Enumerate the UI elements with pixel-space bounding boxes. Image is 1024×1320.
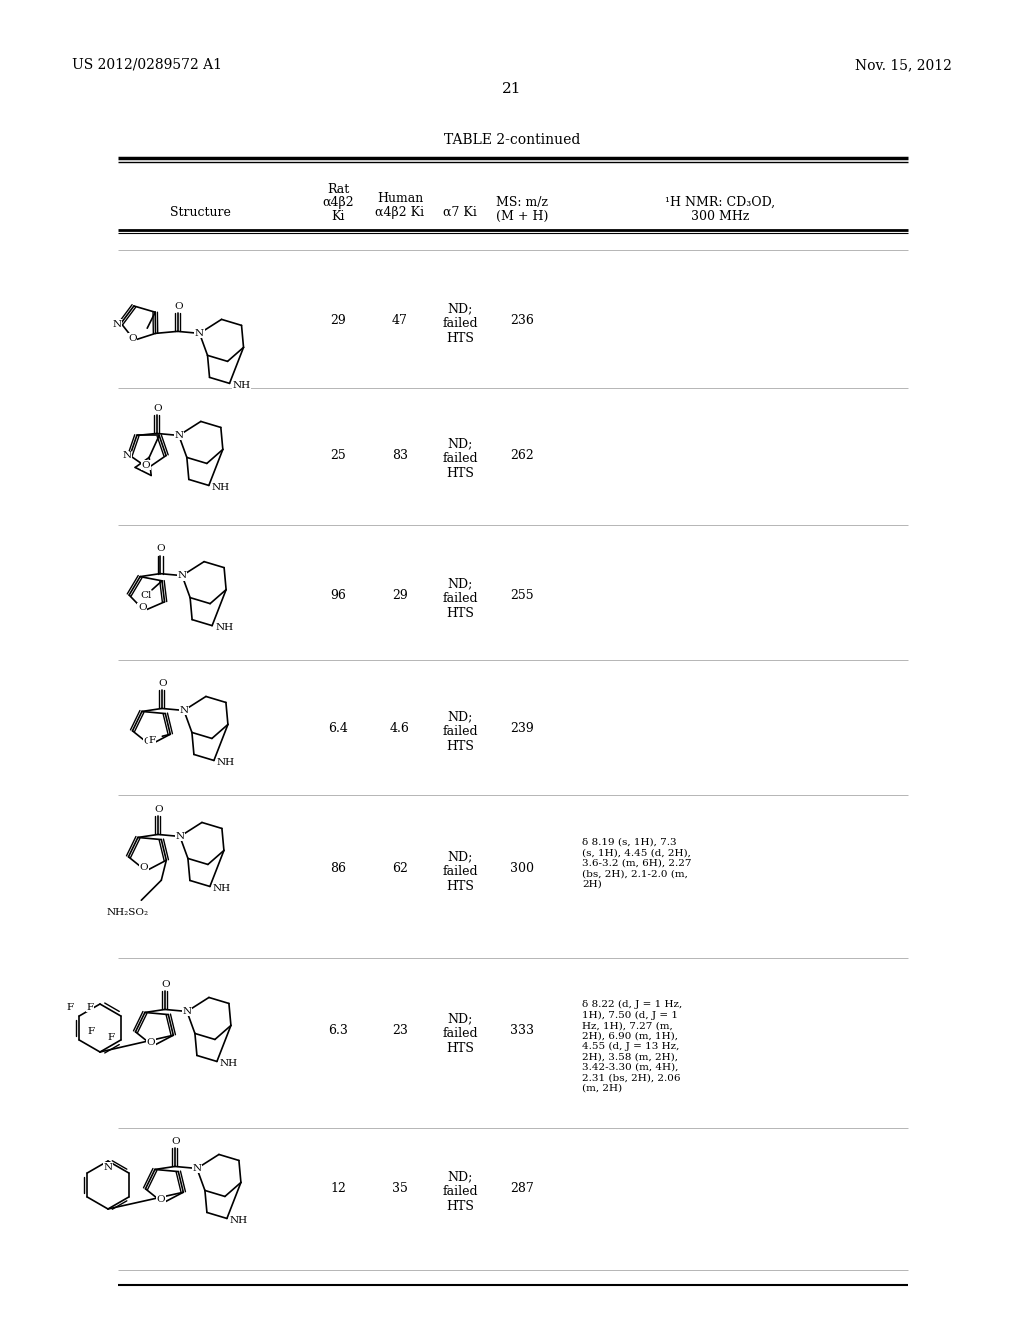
Text: 4.6: 4.6 <box>390 722 410 735</box>
Text: Cl: Cl <box>140 591 152 601</box>
Text: N: N <box>122 451 131 461</box>
Text: α7 Ki: α7 Ki <box>443 206 477 219</box>
Text: NH: NH <box>229 1216 248 1225</box>
Text: F: F <box>67 1003 74 1012</box>
Text: N: N <box>179 706 188 715</box>
Text: 300: 300 <box>510 862 534 875</box>
Text: 255: 255 <box>510 589 534 602</box>
Text: O: O <box>162 979 170 989</box>
Text: NH: NH <box>217 758 234 767</box>
Text: 12: 12 <box>330 1181 346 1195</box>
Text: 83: 83 <box>392 449 408 462</box>
Text: Human: Human <box>377 191 423 205</box>
Text: 6.4: 6.4 <box>328 722 348 735</box>
Text: MS: m/z: MS: m/z <box>496 195 548 209</box>
Text: ND;
failed
HTS: ND; failed HTS <box>442 437 478 480</box>
Text: 239: 239 <box>510 722 534 735</box>
Text: α4β2 Ki: α4β2 Ki <box>376 206 425 219</box>
Text: O: O <box>128 334 136 343</box>
Text: N: N <box>103 1163 113 1172</box>
Text: δ 8.22 (d, J = 1 Hz,
1H), 7.50 (d, J = 1
Hz, 1H), 7.27 (m,
2H), 6.90 (m, 1H),
4.: δ 8.22 (d, J = 1 Hz, 1H), 7.50 (d, J = 1… <box>582 1001 682 1093</box>
Text: 300 MHz: 300 MHz <box>691 210 750 223</box>
Text: ND;
failed
HTS: ND; failed HTS <box>442 710 478 752</box>
Text: Nov. 15, 2012: Nov. 15, 2012 <box>855 58 952 73</box>
Text: O: O <box>143 738 153 746</box>
Text: ND;
failed
HTS: ND; failed HTS <box>442 302 478 345</box>
Text: 25: 25 <box>330 449 346 462</box>
Text: 47: 47 <box>392 314 408 327</box>
Text: ¹H NMR: CD₃OD,: ¹H NMR: CD₃OD, <box>665 195 775 209</box>
Text: O: O <box>154 404 162 413</box>
Text: F: F <box>148 735 156 744</box>
Text: NH: NH <box>232 381 251 389</box>
Text: O: O <box>141 461 151 470</box>
Text: O: O <box>138 603 146 612</box>
Text: δ 8.19 (s, 1H), 7.3
(s, 1H), 4.45 (d, 2H),
3.6-3.2 (m, 6H), 2.27
(bs, 2H), 2.1-2: δ 8.19 (s, 1H), 7.3 (s, 1H), 4.45 (d, 2H… <box>582 838 691 888</box>
Text: F: F <box>86 1002 93 1011</box>
Text: N: N <box>175 832 184 841</box>
Text: 236: 236 <box>510 314 534 327</box>
Text: NH₂SO₂: NH₂SO₂ <box>106 908 148 917</box>
Text: O: O <box>172 1137 180 1146</box>
Text: NH: NH <box>213 884 231 892</box>
Text: (M + H): (M + H) <box>496 210 548 223</box>
Text: ND;
failed
HTS: ND; failed HTS <box>442 850 478 894</box>
Text: O: O <box>174 302 183 312</box>
Text: 29: 29 <box>392 589 408 602</box>
Text: N: N <box>177 572 186 579</box>
Text: ND;
failed
HTS: ND; failed HTS <box>442 1012 478 1055</box>
Text: O: O <box>159 678 167 688</box>
Text: Rat: Rat <box>327 183 349 195</box>
Text: F: F <box>88 1027 95 1036</box>
Text: ND;
failed
HTS: ND; failed HTS <box>442 577 478 620</box>
Text: O: O <box>139 863 148 873</box>
Text: N: N <box>182 1007 191 1016</box>
Text: O: O <box>157 544 166 553</box>
Text: 262: 262 <box>510 449 534 462</box>
Text: US 2012/0289572 A1: US 2012/0289572 A1 <box>72 58 222 73</box>
Text: N: N <box>193 1164 202 1173</box>
Text: Ki: Ki <box>331 210 345 223</box>
Text: 86: 86 <box>330 862 346 875</box>
Text: ND;
failed
HTS: ND; failed HTS <box>442 1170 478 1213</box>
Text: F: F <box>108 1032 115 1041</box>
Text: 62: 62 <box>392 862 408 875</box>
Text: O: O <box>155 805 163 814</box>
Text: Structure: Structure <box>170 206 230 219</box>
Text: TABLE 2-continued: TABLE 2-continued <box>443 133 581 147</box>
Text: 21: 21 <box>502 82 522 96</box>
Text: 96: 96 <box>330 589 346 602</box>
Text: 333: 333 <box>510 1024 534 1038</box>
Text: 23: 23 <box>392 1024 408 1038</box>
Text: N: N <box>113 319 122 329</box>
Text: N: N <box>174 430 183 440</box>
Text: O: O <box>157 1196 165 1204</box>
Text: O: O <box>146 1039 156 1047</box>
Text: NH: NH <box>220 1059 238 1068</box>
Text: 6.3: 6.3 <box>328 1024 348 1038</box>
Text: NH: NH <box>215 623 233 632</box>
Text: NH: NH <box>212 483 230 492</box>
Text: 35: 35 <box>392 1181 408 1195</box>
Text: 29: 29 <box>330 314 346 327</box>
Text: 287: 287 <box>510 1181 534 1195</box>
Text: N: N <box>195 329 204 338</box>
Text: α4β2: α4β2 <box>323 195 354 209</box>
